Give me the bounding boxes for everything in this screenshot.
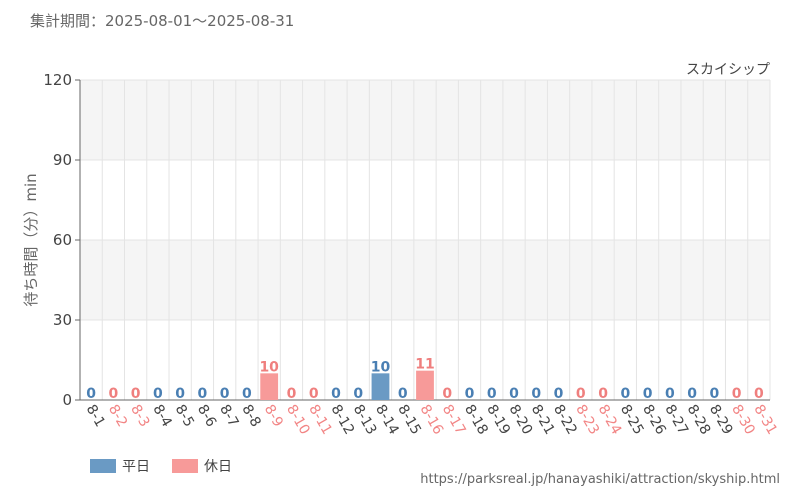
x-tick-label-8-9: 8-9 [261,402,286,430]
y-tick-label: 60 [53,231,72,249]
y-tick-label: 90 [53,151,72,169]
data-label-8-3: 0 [131,386,141,402]
weekday-swatch [90,459,116,473]
x-tick-label-8-31: 8-31 [750,402,780,438]
data-label-8-26: 0 [643,386,653,402]
bar-8-14 [371,373,390,400]
x-tick-label-8-4: 8-4 [149,402,174,430]
data-label-8-27: 0 [665,386,675,402]
x-tick-label-8-2: 8-2 [105,402,130,430]
data-label-8-4: 0 [153,386,163,402]
data-label-8-11: 0 [309,386,319,402]
data-label-8-15: 0 [398,386,408,402]
x-tick-label-8-7: 8-7 [216,402,241,430]
grid-band [80,240,770,320]
data-label-8-5: 0 [175,386,185,402]
data-label-8-13: 0 [353,386,363,402]
data-label-8-23: 0 [576,386,586,402]
data-label-8-19: 0 [487,386,497,402]
source-url[interactable]: https://parksreal.jp/hanayashiki/attract… [420,472,780,487]
grid-band [80,80,770,160]
data-label-8-28: 0 [687,386,697,402]
y-tick-label: 30 [53,311,72,329]
data-label-8-1: 0 [86,386,96,402]
y-tick-label: 120 [43,71,72,89]
data-label-8-18: 0 [465,386,475,402]
data-label-8-10: 0 [287,386,297,402]
y-axis-label: 待ち時間（分）min [22,173,40,306]
data-label-8-25: 0 [620,386,630,402]
data-label-8-17: 0 [442,386,452,402]
data-label-8-14: 10 [371,359,391,375]
holiday-swatch [172,459,198,473]
data-label-8-24: 0 [598,386,608,402]
legend-label-weekday: 平日 [122,459,150,475]
data-label-8-29: 0 [709,386,719,402]
legend-label-holiday: 休日 [204,459,232,475]
data-label-8-7: 0 [220,386,230,402]
data-label-8-6: 0 [198,386,208,402]
period-label: 集計期間：2025-08-01～2025-08-31 [30,12,295,30]
x-tick-label-8-8: 8-8 [238,402,263,430]
x-tick-label-8-3: 8-3 [127,402,152,430]
legend-item-holiday[interactable]: 休日 [172,456,232,476]
data-label-8-30: 0 [732,386,742,402]
data-label-8-16: 11 [415,357,434,373]
data-label-8-2: 0 [109,386,119,402]
data-label-8-22: 0 [554,386,564,402]
data-label-8-21: 0 [531,386,541,402]
data-label-8-9: 10 [259,359,279,375]
bar-8-9 [260,373,279,400]
data-label-8-12: 0 [331,386,341,402]
data-label-8-31: 0 [754,386,764,402]
x-tick-label-8-5: 8-5 [172,402,197,430]
data-label-8-20: 0 [509,386,519,402]
x-tick-label-8-6: 8-6 [194,402,219,430]
x-tick-label-8-1: 8-1 [83,402,108,430]
bar-8-16 [416,370,434,400]
y-tick-label: 0 [62,391,72,409]
data-label-8-8: 0 [242,386,252,402]
legend: 平日 休日 [90,456,232,476]
chart-title: スカイシップ [686,62,770,78]
legend-item-weekday[interactable]: 平日 [90,456,150,476]
